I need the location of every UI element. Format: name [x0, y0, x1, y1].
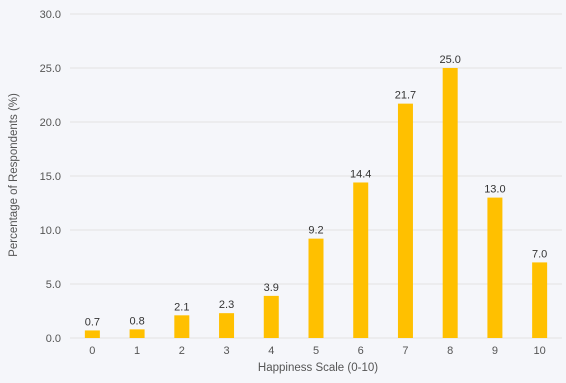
- bar-6: [353, 182, 369, 338]
- y-tick-label: 30.0: [40, 9, 61, 21]
- data-label-4: 3.9: [264, 282, 279, 294]
- y-tick-label: 10.0: [40, 225, 61, 237]
- x-tick-label-3: 3: [223, 345, 229, 357]
- data-label-3: 2.3: [219, 299, 234, 311]
- y-tick-label: 15.0: [40, 171, 61, 183]
- bar-0: [84, 330, 100, 338]
- bar-7: [397, 103, 413, 338]
- bar-3: [219, 313, 235, 338]
- x-tick-label-9: 9: [492, 345, 498, 357]
- data-label-5: 9.2: [308, 225, 323, 237]
- y-axis-title: Percentage of Respondents (%): [8, 93, 20, 257]
- y-tick-label: 25.0: [40, 63, 61, 75]
- bar-10: [532, 262, 548, 338]
- bars: [84, 68, 548, 338]
- bar-5: [308, 238, 324, 338]
- x-tick-label-6: 6: [358, 345, 364, 357]
- y-axis-ticks: 0.0 5.0 10.0 15.0 20.0 25.0 30.0: [40, 9, 61, 345]
- data-label-0: 0.7: [85, 316, 100, 328]
- x-tick-label-7: 7: [402, 345, 408, 357]
- gridlines: [70, 13, 562, 339]
- bar-2: [174, 315, 190, 338]
- x-tick-label-4: 4: [268, 345, 274, 357]
- bar-1: [129, 329, 145, 338]
- data-label-10: 7.0: [532, 248, 547, 260]
- data-labels: 0.7 0.8 2.1 2.3 3.9 9.2 14.4 21.7 25.0 13.0 7.0: [85, 54, 548, 328]
- y-tick-label: 0.0: [46, 333, 61, 345]
- data-label-1: 0.8: [129, 315, 144, 327]
- x-tick-label-1: 1: [134, 345, 140, 357]
- x-tick-label-0: 0: [89, 345, 95, 357]
- bar-8: [442, 68, 458, 338]
- data-label-9: 13.0: [484, 184, 505, 196]
- x-axis-title: Happiness Scale (0-10): [258, 362, 378, 374]
- x-axis-ticks: 0 1 2 3 4 5 6 7 8 9 10: [89, 345, 545, 357]
- x-tick-label-10: 10: [534, 345, 546, 357]
- bar-9: [487, 197, 503, 338]
- y-tick-label: 5.0: [46, 279, 61, 291]
- bar-4: [263, 295, 279, 338]
- x-tick-label-5: 5: [313, 345, 319, 357]
- data-label-7: 21.7: [395, 90, 416, 102]
- data-label-6: 14.4: [350, 168, 371, 180]
- data-label-2: 2.1: [174, 301, 189, 313]
- y-tick-label: 20.0: [40, 117, 61, 129]
- data-label-8: 25.0: [439, 54, 460, 66]
- x-tick-label-8: 8: [447, 345, 453, 357]
- x-tick-label-2: 2: [179, 345, 185, 357]
